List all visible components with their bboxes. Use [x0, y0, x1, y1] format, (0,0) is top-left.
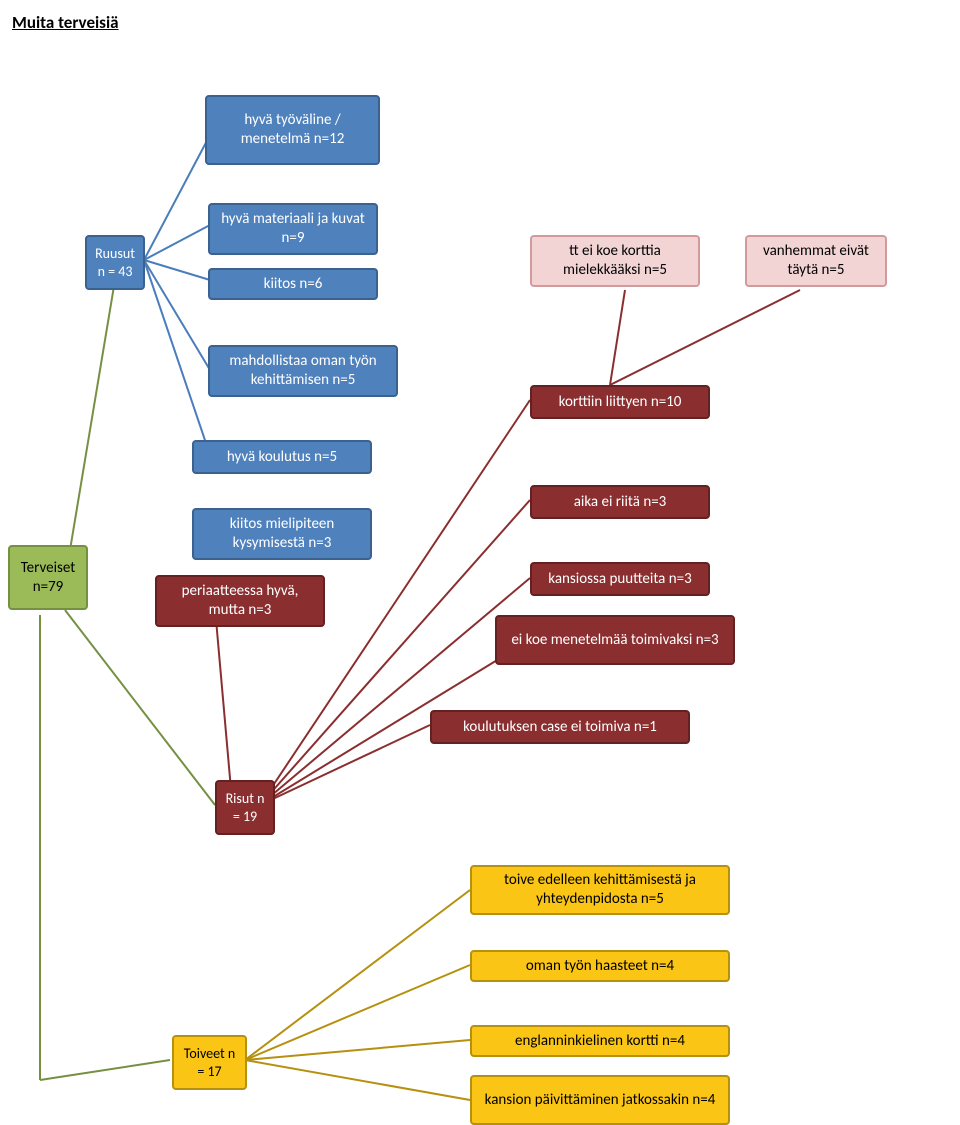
node-develop-contact: toive edelleen kehittämisestä ja yhteyde…	[470, 865, 730, 915]
node-card-related: korttiin liittyen n=10	[530, 385, 710, 419]
node-principle: periaatteessa hyvä, mutta n=3	[155, 575, 325, 627]
node-develop: mahdollistaa oman työn kehittämisen n=5	[208, 345, 398, 397]
node-work-challenge: oman työn haasteet n=4	[470, 950, 730, 982]
node-kiitos: kiitos n=6	[208, 268, 378, 300]
node-parents: vanhemmat eivät täytä n=5	[745, 235, 887, 287]
node-folder-update: kansion päivittäminen jatkossakin n=4	[470, 1075, 730, 1125]
hub-toiveet: Toiveet n = 17	[172, 1035, 247, 1090]
node-english-card: englanninkielinen kortti n=4	[470, 1025, 730, 1057]
node-not-working: ei koe menetelmää toimivaksi n=3	[495, 615, 735, 665]
hub-risut: Risut n = 19	[215, 780, 275, 835]
node-material: hyvä materiaali ja kuvat n=9	[208, 203, 378, 255]
hub-ruusut: Ruusut n = 43	[85, 235, 145, 290]
node-not-meaningful: tt ei koe korttia mielekkääksi n=5	[530, 235, 700, 287]
node-folder-gaps: kansiossa puutteita n=3	[530, 562, 710, 596]
node-time: aika ei riitä n=3	[530, 485, 710, 519]
page-title: Muita terveisiä	[12, 12, 119, 33]
node-tool: hyvä työväline / menetelmä n=12	[205, 95, 380, 165]
node-case: koulutuksen case ei toimiva n=1	[430, 710, 690, 744]
hub-terveiset: Terveiset n=79	[8, 545, 88, 610]
node-training: hyvä koulutus n=5	[192, 440, 372, 474]
node-opinion: kiitos mielipiteen kysymisestä n=3	[192, 508, 372, 560]
